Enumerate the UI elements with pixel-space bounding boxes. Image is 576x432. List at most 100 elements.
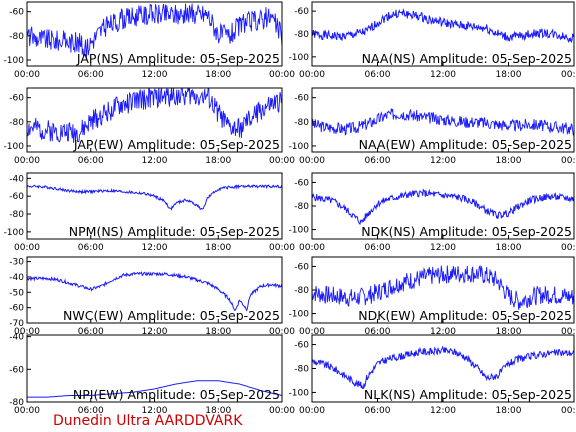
- x-tick-label: 06:00: [365, 406, 391, 416]
- panel-title: NDK(EW) Amplitude: 05-Sep-2025: [358, 308, 572, 323]
- x-tick-label: 00:00: [561, 327, 576, 337]
- chart-panel: -80 -60 -40 00:00 06:00 12:00 18:00 00:00 NPI(EW…: [9, 333, 295, 416]
- x-tick-label: 06:00: [365, 243, 391, 253]
- signal-trace: [312, 345, 574, 390]
- signal-trace: [27, 380, 282, 398]
- panel-title: NPI(EW) Amplitude: 05-Sep-2025: [73, 387, 280, 402]
- y-tick-label: -80: [294, 365, 309, 375]
- x-tick-label: 00:00: [14, 406, 40, 416]
- chart-panel: -100 -80 -60 00:00 06:00 12:00 18:00 00:00 JAP(E…: [4, 87, 295, 166]
- x-tick-label: 00:00: [14, 70, 40, 80]
- y-tick-label: -60: [9, 304, 24, 314]
- y-tick-label: -60: [294, 341, 309, 351]
- x-tick-label: 00:00: [269, 70, 295, 80]
- x-tick-label: 00:00: [269, 243, 295, 253]
- y-tick-label: -70: [9, 319, 24, 329]
- chart-panel: -100 -80 -60 00:00 06:00 12:00 18:00 00:00 NAA(N…: [289, 1, 576, 80]
- x-tick-label: 18:00: [496, 406, 522, 416]
- signal-trace: [27, 88, 282, 143]
- x-tick-label: 00:00: [14, 243, 40, 253]
- chart-panel: -100 -80 -60 -40 00:00 06:00 12:00 18:00 00:00 NP…: [4, 172, 295, 253]
- x-tick-label: 00:00: [269, 327, 295, 337]
- x-tick-label: 12:00: [142, 327, 168, 337]
- panel-title: JAP(EW) Amplitude: 05-Sep-2025: [73, 137, 280, 152]
- x-tick-label: 00:00: [299, 70, 325, 80]
- y-tick-label: -100: [289, 142, 310, 152]
- y-tick-label: -100: [289, 388, 310, 398]
- x-tick-label: 18:00: [205, 243, 231, 253]
- y-tick-label: -80: [9, 398, 24, 408]
- x-tick-label: 00:00: [14, 327, 40, 337]
- x-tick-label: 06:00: [365, 327, 391, 337]
- x-tick-label: 00:00: [299, 243, 325, 253]
- x-tick-label: 00:00: [14, 156, 40, 166]
- y-tick-label: -60: [9, 8, 24, 18]
- y-tick-label: -80: [9, 32, 24, 42]
- x-tick-label: 18:00: [205, 327, 231, 337]
- y-tick-label: -30: [9, 258, 24, 268]
- y-tick-label: -60: [294, 262, 309, 272]
- x-tick-label: 00:00: [299, 406, 325, 416]
- y-tick-label: -50: [9, 288, 24, 298]
- x-tick-label: 18:00: [205, 406, 231, 416]
- y-tick-label: -100: [289, 310, 310, 320]
- signal-trace: [312, 188, 574, 225]
- y-tick-label: -80: [294, 286, 309, 296]
- x-tick-label: 06:00: [78, 156, 104, 166]
- x-tick-label: 06:00: [78, 70, 104, 80]
- y-tick-label: -80: [9, 118, 24, 128]
- x-tick-label: 18:00: [496, 70, 522, 80]
- panel-title: NDK(NS) Amplitude: 05-Sep-2025: [361, 224, 572, 239]
- y-tick-label: -100: [289, 226, 310, 236]
- y-tick-label: -80: [9, 210, 24, 220]
- chart-panel: -100 -80 -60 00:00 06:00 12:00 18:00 00:00 NDK(E…: [289, 256, 576, 337]
- y-tick-label: -60: [9, 365, 24, 375]
- y-tick-label: -100: [4, 142, 25, 152]
- x-tick-label: 00:00: [561, 156, 576, 166]
- panel-title: NPM(NS) Amplitude: 05-Sep-2025: [69, 224, 280, 239]
- x-tick-label: 00:00: [561, 406, 576, 416]
- x-tick-label: 12:00: [430, 243, 456, 253]
- x-tick-label: 12:00: [142, 243, 168, 253]
- x-tick-label: 18:00: [205, 156, 231, 166]
- footer-caption: Dunedin Ultra AARDDVARK: [53, 413, 243, 429]
- signal-trace: [27, 3, 282, 60]
- x-tick-label: 06:00: [78, 327, 104, 337]
- x-tick-label: 00:00: [299, 327, 325, 337]
- y-tick-label: -40: [9, 273, 24, 283]
- y-tick-label: -100: [4, 56, 25, 66]
- chart-panel: -70 -60 -50 -40 -30 00:00 06:00 12:00 18:00 00:00…: [9, 256, 295, 337]
- x-tick-label: 06:00: [365, 70, 391, 80]
- y-tick-label: -60: [294, 94, 309, 104]
- y-tick-label: -100: [289, 53, 310, 63]
- panel-title: JAP(NS) Amplitude: 05-Sep-2025: [76, 51, 280, 66]
- x-tick-label: 12:00: [430, 327, 456, 337]
- signal-trace: [312, 108, 574, 136]
- x-tick-label: 18:00: [496, 156, 522, 166]
- y-tick-label: -40: [9, 333, 24, 343]
- x-tick-label: 06:00: [78, 243, 104, 253]
- chart-panel: -100 -80 -60 00:00 06:00 12:00 18:00 00:00 JAP(N…: [4, 1, 295, 80]
- y-tick-label: -80: [294, 202, 309, 212]
- signal-trace: [27, 184, 282, 211]
- x-tick-label: 00:00: [269, 406, 295, 416]
- x-tick-label: 12:00: [430, 70, 456, 80]
- y-tick-label: -100: [4, 228, 25, 238]
- panel-title: NAA(NS) Amplitude: 05-Sep-2025: [362, 51, 572, 66]
- panel-title: NLK(NS) Amplitude: 05-Sep-2025: [364, 387, 572, 402]
- x-tick-label: 00:00: [269, 156, 295, 166]
- panel-title: NWC(EW) Amplitude: 05-Sep-2025: [63, 308, 280, 323]
- y-tick-label: -80: [294, 118, 309, 128]
- y-tick-label: -60: [9, 192, 24, 202]
- x-tick-label: 12:00: [430, 156, 456, 166]
- y-tick-label: -60: [294, 178, 309, 188]
- chart-panel: -100 -80 -60 00:00 06:00 12:00 18:00 00:00 NAA(E…: [289, 87, 576, 166]
- x-tick-label: 12:00: [142, 156, 168, 166]
- panel-title: NAA(EW) Amplitude: 05-Sep-2025: [359, 137, 572, 152]
- x-tick-label: 12:00: [142, 70, 168, 80]
- y-tick-label: -80: [294, 30, 309, 40]
- x-tick-label: 00:00: [299, 156, 325, 166]
- y-tick-label: -60: [294, 7, 309, 17]
- chart-panel: -100 -80 -60 00:00 06:00 12:00 18:00 00:00 NLK(N…: [289, 334, 576, 416]
